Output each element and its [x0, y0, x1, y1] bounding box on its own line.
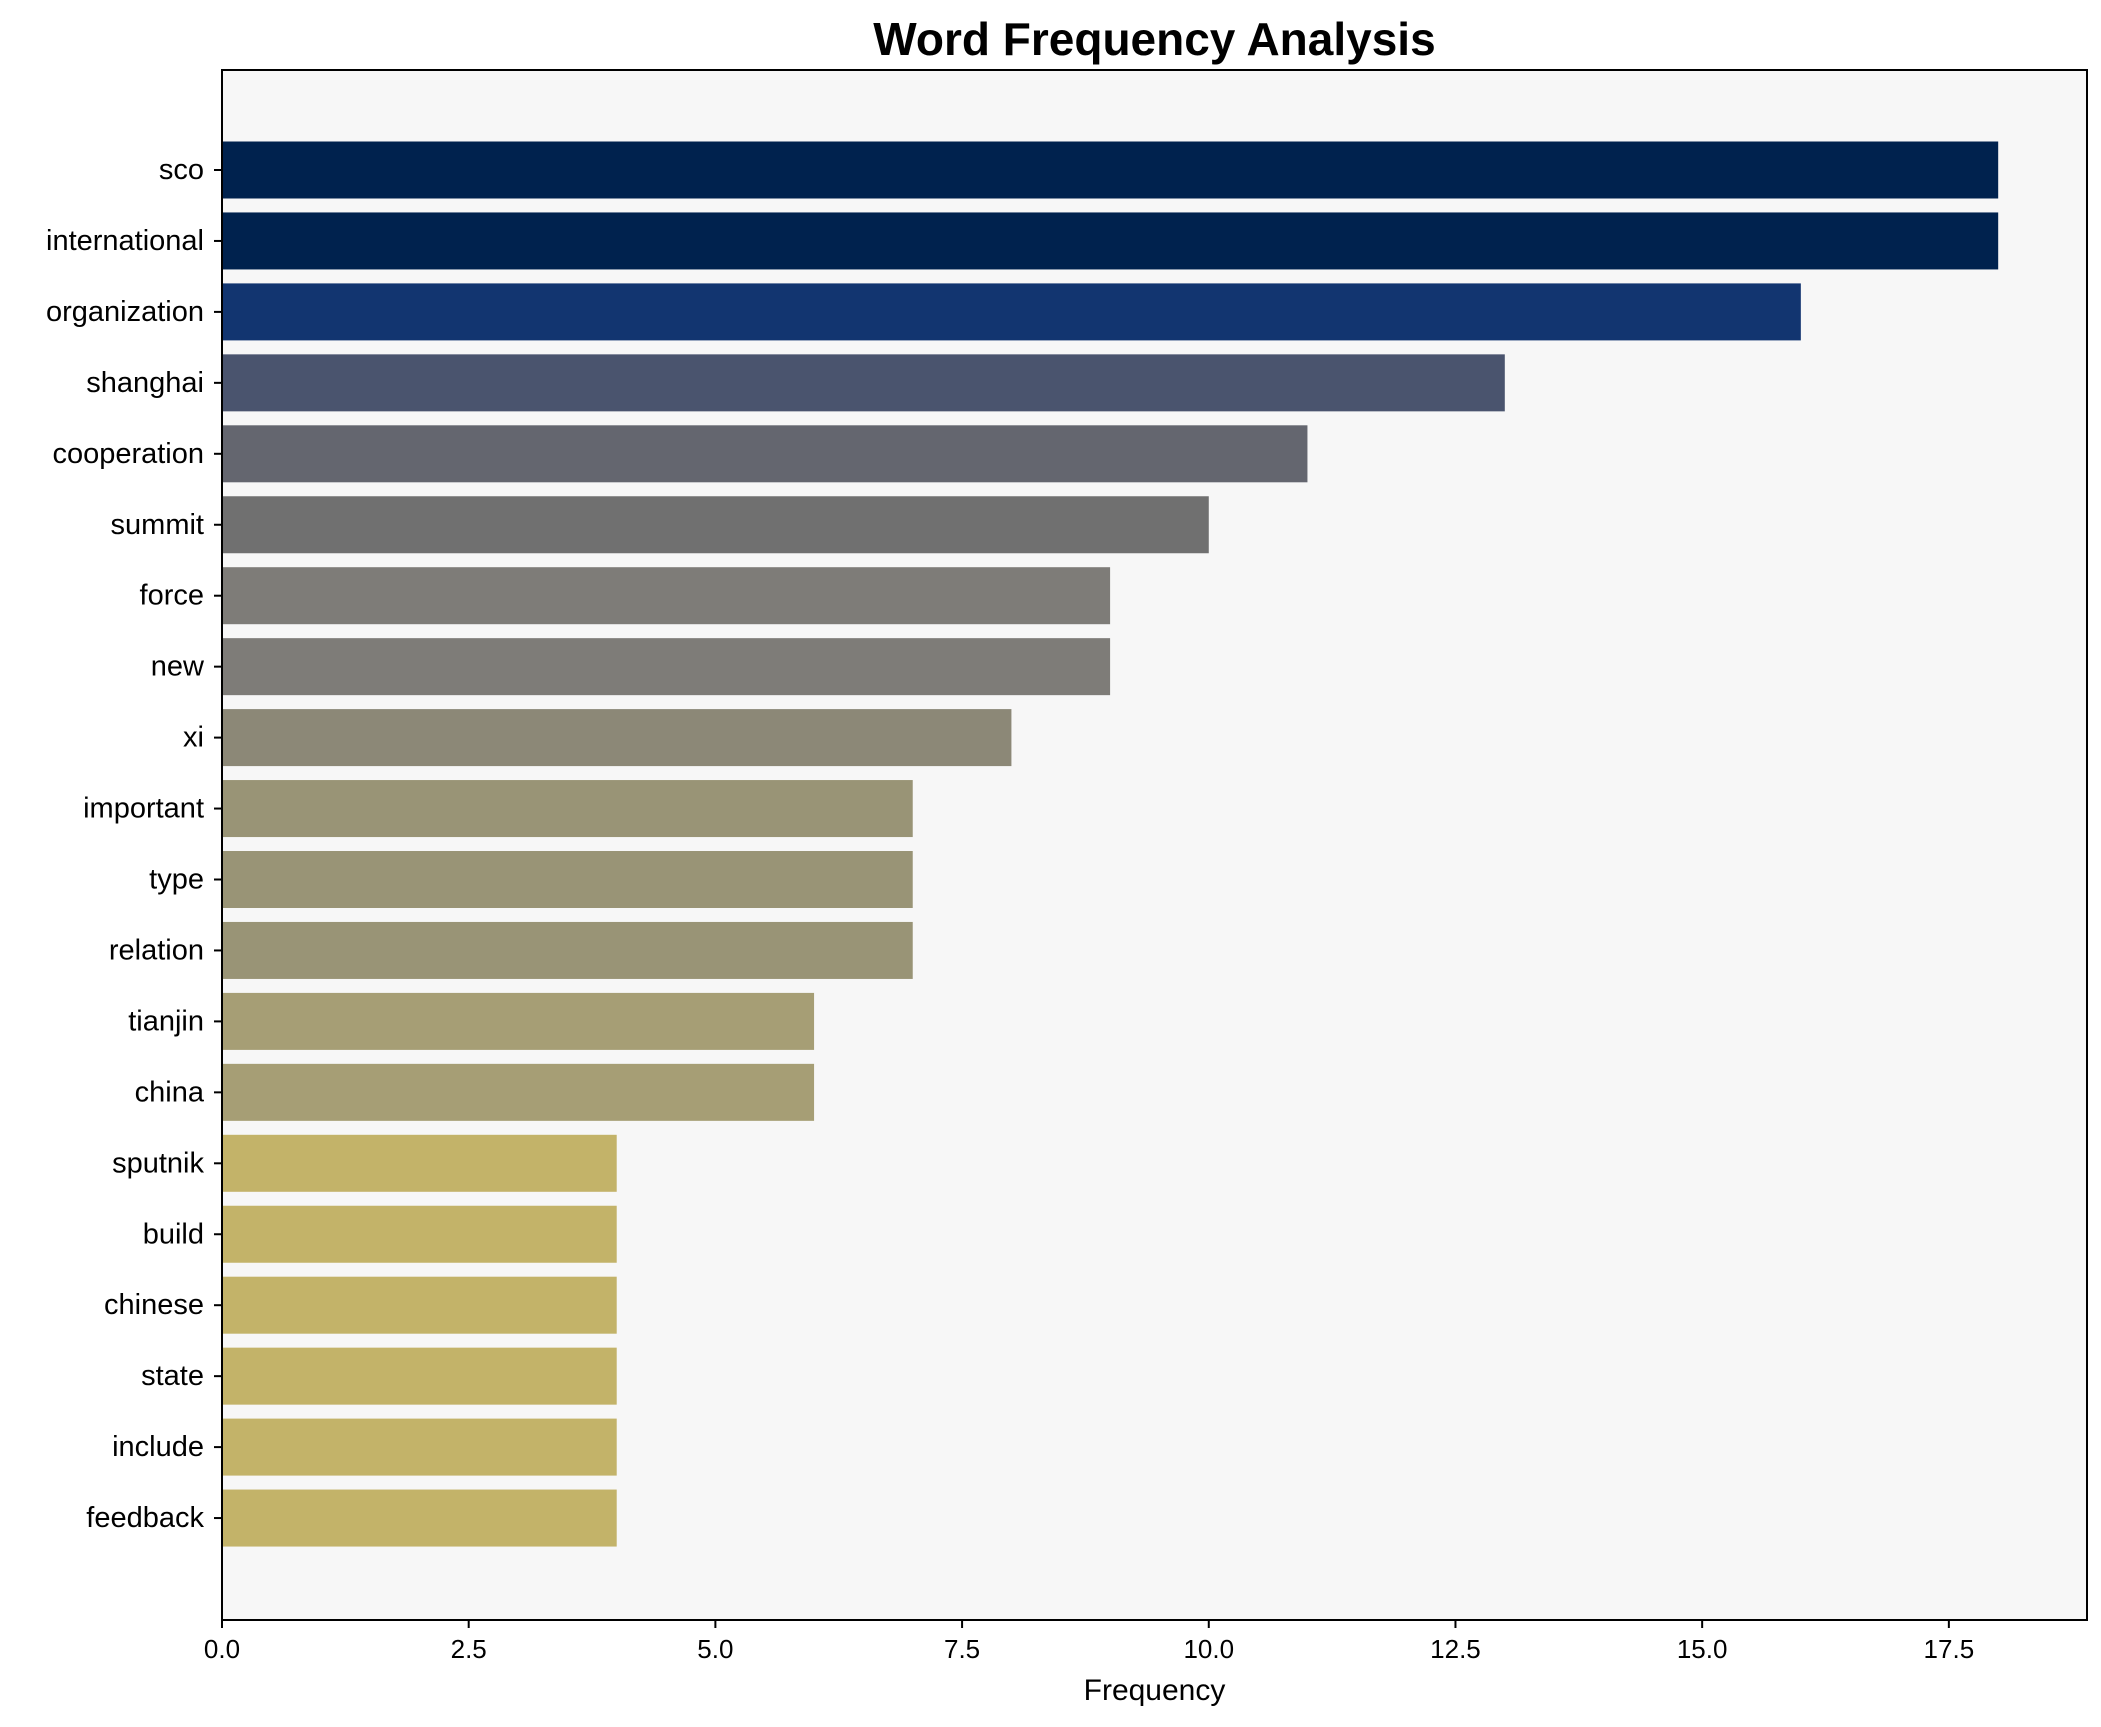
bar-type: [222, 851, 913, 908]
bar-build: [222, 1205, 617, 1263]
plot-frame: [221, 69, 2088, 1621]
bar-international: [222, 212, 1999, 270]
bar-relation: [222, 921, 913, 979]
bar-important: [222, 780, 913, 838]
bar-china: [222, 1063, 815, 1121]
y-tick-label: state: [141, 1360, 204, 1392]
y-tick-label: summit: [111, 509, 204, 541]
y-tick-label: sputnik: [112, 1147, 204, 1179]
y-tick-label: chinese: [104, 1289, 204, 1321]
y-tick-label: international: [46, 225, 204, 257]
y-tick-label: xi: [183, 722, 204, 754]
x-tick-label: 5.0: [697, 1634, 733, 1664]
bar-sco: [222, 141, 1999, 199]
x-tick-label: 12.5: [1430, 1634, 1481, 1664]
bars-group: [222, 141, 1999, 1547]
x-axis-ticks: 0.0 2.5 5.0 7.5 10.0 12.5 15.0 17.5: [204, 1620, 1974, 1664]
bar-include: [222, 1418, 617, 1476]
y-tick-label: cooperation: [52, 438, 204, 470]
y-tick-label: sco: [159, 154, 204, 186]
bar-cooperation: [222, 425, 1308, 483]
y-tick-label: shanghai: [86, 367, 204, 399]
y-axis-ticks: sco international organization shanghai coop…: [46, 154, 222, 1534]
x-tick-label: 10.0: [1183, 1634, 1234, 1664]
x-tick-label: 15.0: [1677, 1634, 1728, 1664]
x-axis-label: Frequency: [1084, 1674, 1226, 1707]
x-tick-label: 7.5: [944, 1634, 980, 1664]
y-tick-label: force: [140, 580, 204, 612]
bar-state: [222, 1347, 617, 1405]
x-tick-label: 2.5: [451, 1634, 487, 1664]
bar-chinese: [222, 1276, 617, 1334]
y-tick-label: include: [112, 1431, 204, 1463]
bar-new: [222, 638, 1111, 696]
x-tick-label: 0.0: [204, 1634, 240, 1664]
bar-feedback: [222, 1489, 617, 1547]
x-tick-label: 17.5: [1924, 1634, 1975, 1664]
y-tick-label: feedback: [86, 1502, 204, 1534]
y-tick-label: tianjin: [128, 1005, 204, 1037]
bar-organization: [222, 283, 1801, 341]
y-tick-label: organization: [46, 296, 204, 328]
y-tick-label: relation: [109, 934, 204, 966]
y-tick-label: type: [149, 864, 204, 896]
y-tick-label: china: [135, 1076, 205, 1108]
y-tick-label: important: [83, 793, 204, 825]
bar-summit: [222, 496, 1209, 554]
bar-tianjin: [222, 992, 815, 1050]
y-tick-label: new: [151, 651, 205, 683]
bar-shanghai: [222, 354, 1505, 412]
chart-title: Word Frequency Analysis: [873, 13, 1435, 65]
bar-xi: [222, 709, 1012, 767]
y-tick-label: build: [143, 1218, 204, 1250]
bar-sputnik: [222, 1134, 617, 1192]
bar-force: [222, 567, 1111, 625]
